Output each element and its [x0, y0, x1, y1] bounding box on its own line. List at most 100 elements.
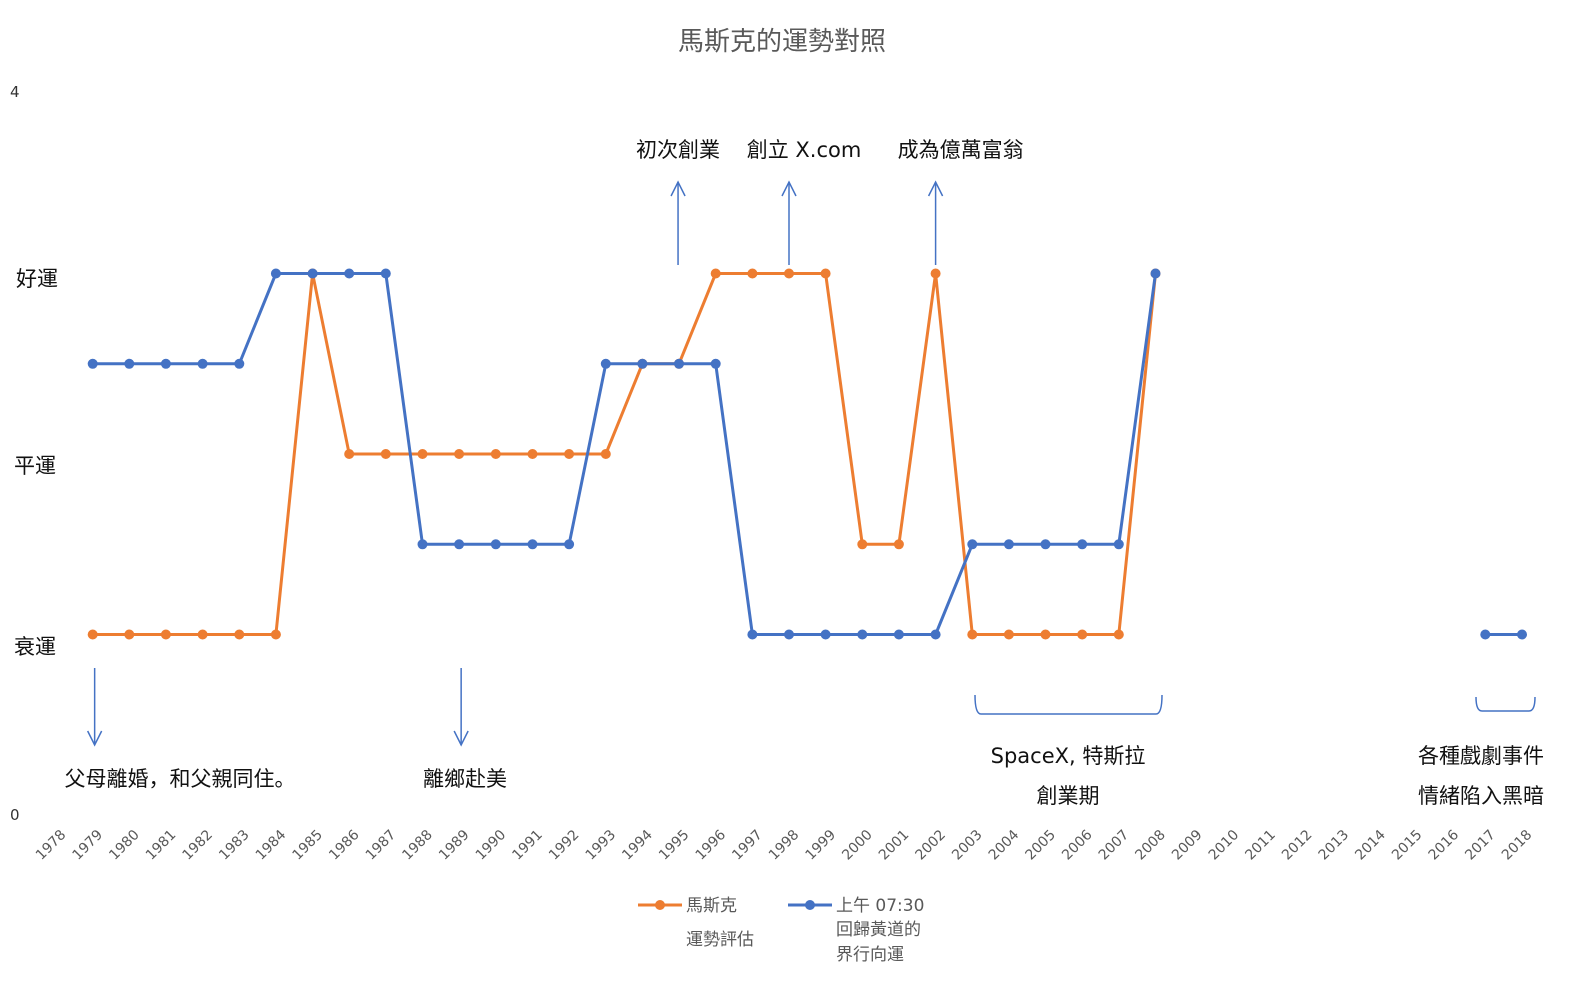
legend-item-direction[interactable]: 上午 07:30 回歸黃道的 界行向運	[788, 896, 924, 965]
legend-label-musk-line1: 馬斯克	[686, 896, 737, 916]
series-layer	[87, 268, 1527, 640]
series-1-point-1991[interactable]	[527, 539, 538, 550]
annotation-down-arrowhead-1	[453, 730, 469, 747]
x-tick-label-1983: 1983	[216, 827, 253, 864]
series-0-point-2002[interactable]	[930, 268, 941, 279]
x-tick-label-1985: 1985	[289, 827, 326, 864]
series-1-point-1988[interactable]	[417, 539, 428, 550]
y-level-label-good: 好運	[16, 267, 58, 291]
series-1-point-1993[interactable]	[600, 358, 611, 369]
series-0-point-1986[interactable]	[344, 449, 355, 459]
series-1-point-2002[interactable]	[930, 629, 941, 640]
series-0-point-1982[interactable]	[197, 629, 208, 640]
x-axis-tick-labels: 1978 1979 1980 1981 1982 1983 1984 1985 1986 1987…	[33, 827, 1536, 864]
x-tick-label-2017: 2017	[1462, 827, 1499, 864]
series-1-point-1999[interactable]	[820, 629, 831, 640]
series-1-point-1984[interactable]	[270, 268, 281, 279]
series-0-point-1984[interactable]	[270, 629, 281, 640]
x-tick-label-2007: 2007	[1096, 827, 1133, 864]
annotation-bracket-1-label-0: 各種戲劇事件	[1418, 744, 1544, 768]
series-1-point-1998[interactable]	[784, 629, 794, 640]
x-tick-label-2012: 2012	[1279, 827, 1316, 864]
series-0-point-1992[interactable]	[564, 449, 575, 459]
series-0-point-1987[interactable]	[380, 449, 391, 459]
x-tick-label-2014: 2014	[1352, 827, 1389, 864]
series-1-point-2006[interactable]	[1077, 539, 1088, 550]
series-0-point-2003[interactable]	[967, 629, 978, 640]
series-1-point-1990[interactable]	[490, 539, 501, 550]
x-tick-label-1982: 1982	[180, 827, 217, 864]
series-1-point-2005[interactable]	[1040, 539, 1051, 550]
x-tick-label-1979: 1979	[70, 827, 107, 864]
series-1-point-2008[interactable]	[1150, 268, 1161, 279]
series-1-point-1995[interactable]	[674, 358, 684, 369]
series-0	[87, 268, 1161, 640]
x-tick-label-1993: 1993	[583, 827, 620, 864]
series-0-point-2006[interactable]	[1077, 629, 1088, 640]
series-1-point-2004[interactable]	[1003, 539, 1014, 550]
series-1-point-1983[interactable]	[234, 358, 245, 369]
y-level-label-bad: 衰運	[14, 635, 56, 659]
series-1-point-1979[interactable]	[87, 358, 98, 369]
chart-title: 馬斯克的運勢對照	[678, 27, 886, 57]
annotation-up-arrowhead-0	[670, 180, 686, 197]
series-0-point-1981[interactable]	[160, 629, 171, 640]
series-0-point-1983[interactable]	[234, 629, 245, 640]
series-0-point-2000[interactable]	[857, 539, 868, 550]
series-0-point-1998[interactable]	[784, 268, 794, 279]
series-0-point-1989[interactable]	[454, 449, 465, 459]
legend-item-musk[interactable]: 馬斯克 運勢評估	[638, 896, 754, 950]
x-tick-label-1998: 1998	[766, 827, 803, 864]
series-1-point-1985[interactable]	[307, 268, 318, 279]
series-0-point-1979[interactable]	[87, 629, 98, 640]
series-1-point-1986[interactable]	[344, 268, 355, 279]
series-0-point-1993[interactable]	[600, 449, 611, 459]
x-tick-label-2003: 2003	[949, 827, 986, 864]
series-0-point-2007[interactable]	[1113, 629, 1124, 640]
x-tick-label-1980: 1980	[106, 827, 143, 864]
x-tick-label-2008: 2008	[1132, 827, 1169, 864]
series-1-point-1992[interactable]	[564, 539, 575, 550]
x-tick-label-2002: 2002	[913, 827, 950, 864]
series-1-point-1994[interactable]	[637, 358, 648, 369]
legend-label-musk-line2: 運勢評估	[686, 930, 754, 950]
series-0-point-1997[interactable]	[747, 268, 758, 279]
series-0-point-2004[interactable]	[1003, 629, 1014, 640]
annotation-bracket-0-label-1: 創業期	[1037, 784, 1100, 808]
x-tick-label-2011: 2011	[1242, 827, 1279, 864]
series-1-point-2007[interactable]	[1113, 539, 1124, 550]
series-1-point-1987[interactable]	[380, 268, 391, 279]
x-tick-label-1988: 1988	[399, 827, 436, 864]
annotation-down-arrowhead-0	[86, 730, 103, 747]
series-1-point-1980[interactable]	[124, 358, 135, 369]
x-tick-label-1999: 1999	[803, 827, 840, 864]
series-1-point-1981[interactable]	[160, 358, 171, 369]
series-0-point-1999[interactable]	[820, 268, 831, 279]
series-0-point-2001[interactable]	[893, 539, 904, 550]
series-1-point-1982[interactable]	[197, 358, 208, 369]
series-1-point-1989[interactable]	[454, 539, 465, 550]
series-1-point-2018[interactable]	[1517, 629, 1527, 640]
series-1-point-1997[interactable]	[747, 629, 758, 640]
series-0-point-1991[interactable]	[527, 449, 538, 459]
series-1-point-2001[interactable]	[893, 629, 904, 640]
x-tick-label-1989: 1989	[436, 827, 473, 864]
x-tick-label-2015: 2015	[1389, 827, 1426, 864]
series-1-point-2017[interactable]	[1480, 629, 1491, 640]
series-0-point-1980[interactable]	[124, 629, 135, 640]
series-1-line-0	[92, 272, 1157, 636]
x-tick-label-1986: 1986	[326, 827, 363, 864]
series-0-point-1990[interactable]	[490, 449, 501, 459]
series-0-point-1988[interactable]	[417, 449, 428, 459]
annotation-bracket-1-label-1: 情緒陷入黑暗	[1418, 784, 1544, 808]
x-tick-label-1991: 1991	[509, 827, 546, 864]
series-0-point-2005[interactable]	[1040, 629, 1051, 640]
x-tick-label-2016: 2016	[1426, 827, 1463, 864]
series-1-point-2000[interactable]	[857, 629, 868, 640]
series-1-point-1996[interactable]	[710, 358, 721, 369]
series-0-point-1996[interactable]	[710, 268, 721, 279]
x-tick-label-1981: 1981	[143, 827, 180, 864]
series-1-point-2003[interactable]	[967, 539, 978, 550]
